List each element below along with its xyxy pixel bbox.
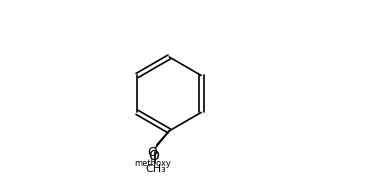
- Text: methoxy: methoxy: [134, 159, 171, 168]
- Text: CH₃: CH₃: [145, 164, 166, 174]
- Text: O: O: [147, 146, 157, 159]
- Text: O: O: [148, 149, 159, 163]
